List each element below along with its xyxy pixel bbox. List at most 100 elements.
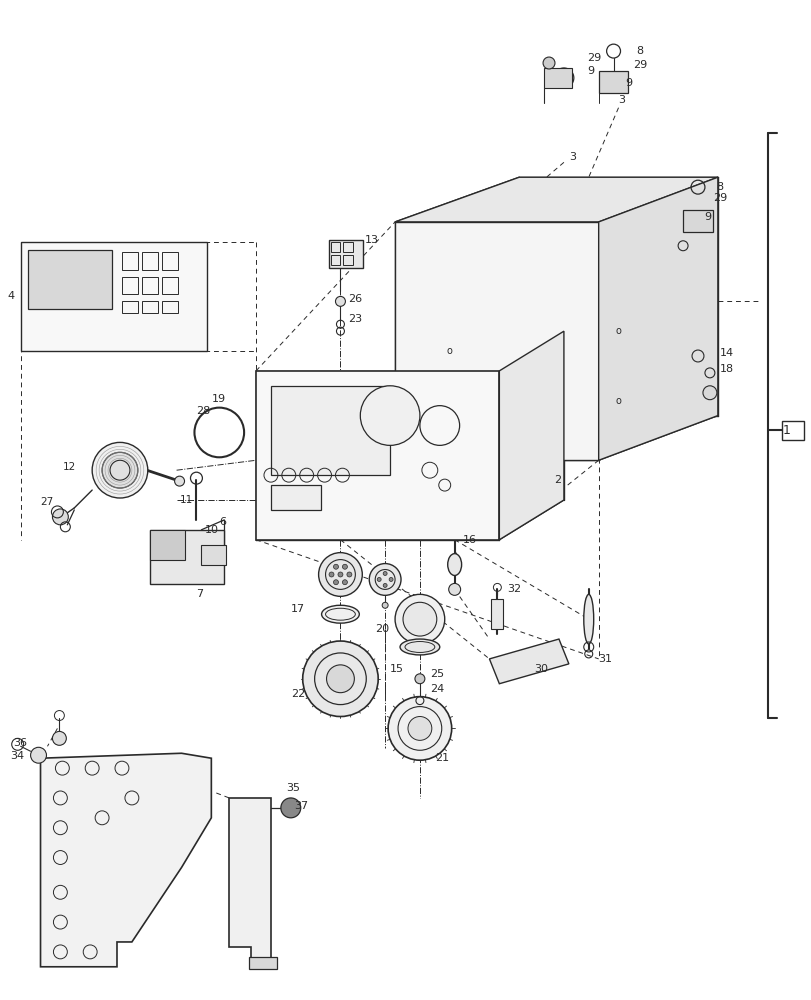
Text: 9: 9	[703, 212, 710, 222]
Text: 8: 8	[715, 182, 722, 192]
Polygon shape	[41, 753, 211, 967]
Text: 22: 22	[290, 689, 305, 699]
Circle shape	[337, 572, 342, 577]
Circle shape	[102, 452, 138, 488]
Text: 13: 13	[365, 235, 379, 245]
Text: o: o	[446, 406, 452, 416]
Circle shape	[53, 509, 68, 525]
Bar	[249, 957, 277, 969]
Circle shape	[395, 594, 444, 644]
Bar	[149, 530, 184, 560]
Text: 4: 4	[8, 291, 15, 301]
Text: 9: 9	[586, 66, 593, 76]
Circle shape	[414, 674, 424, 684]
Text: 26: 26	[348, 294, 362, 304]
Circle shape	[281, 798, 300, 818]
Circle shape	[407, 717, 431, 740]
Text: 10: 10	[204, 525, 218, 535]
Text: 1: 1	[782, 424, 789, 437]
Circle shape	[543, 57, 554, 69]
Ellipse shape	[583, 594, 593, 644]
Circle shape	[326, 665, 354, 693]
Bar	[682, 210, 712, 232]
Bar	[598, 71, 628, 93]
Text: 29: 29	[712, 193, 726, 203]
Bar	[543, 68, 571, 88]
Bar	[255, 371, 499, 540]
Polygon shape	[489, 639, 569, 684]
Text: o: o	[615, 396, 620, 406]
Bar	[201, 545, 226, 565]
Text: 2: 2	[553, 475, 560, 485]
Circle shape	[333, 580, 338, 585]
Circle shape	[388, 697, 451, 760]
Polygon shape	[598, 177, 717, 460]
Ellipse shape	[400, 639, 440, 655]
Ellipse shape	[321, 605, 359, 623]
Bar	[782, 421, 803, 440]
Bar	[122, 252, 138, 270]
Bar	[343, 255, 353, 265]
Text: 29: 29	[586, 53, 600, 63]
Text: 28: 28	[196, 406, 210, 416]
Text: 35: 35	[285, 783, 299, 793]
Circle shape	[318, 553, 362, 596]
Text: 30: 30	[534, 664, 547, 674]
Bar	[122, 301, 138, 313]
Circle shape	[702, 386, 716, 400]
Circle shape	[382, 602, 388, 608]
Bar	[330, 242, 340, 252]
Polygon shape	[229, 798, 271, 967]
Text: 34: 34	[11, 751, 24, 761]
Bar	[271, 386, 389, 475]
Circle shape	[369, 564, 401, 595]
Bar	[149, 530, 224, 584]
Bar	[161, 252, 178, 270]
Polygon shape	[499, 331, 563, 540]
Bar	[122, 277, 138, 294]
Circle shape	[402, 602, 436, 636]
Text: 11: 11	[179, 495, 192, 505]
Text: 16: 16	[462, 535, 476, 545]
Text: 24: 24	[429, 684, 444, 694]
Text: 6: 6	[219, 517, 226, 527]
Bar	[343, 242, 353, 252]
Text: 3: 3	[569, 152, 575, 162]
Text: 23: 23	[348, 314, 362, 324]
Text: 31: 31	[598, 654, 612, 664]
Circle shape	[31, 747, 46, 763]
Text: 18: 18	[719, 364, 733, 374]
Circle shape	[360, 386, 419, 445]
Bar	[330, 255, 340, 265]
Circle shape	[342, 564, 347, 569]
Bar	[142, 277, 157, 294]
Text: 7: 7	[196, 589, 204, 599]
Bar	[28, 250, 112, 309]
Circle shape	[328, 572, 333, 577]
Polygon shape	[395, 222, 598, 460]
Bar	[142, 252, 157, 270]
Text: 37: 37	[294, 801, 307, 811]
Text: 15: 15	[389, 664, 404, 674]
Ellipse shape	[447, 554, 461, 575]
Circle shape	[383, 583, 387, 587]
Text: 8: 8	[636, 46, 643, 56]
Circle shape	[388, 577, 393, 581]
Bar	[328, 240, 363, 268]
Text: 27: 27	[41, 497, 54, 507]
Text: 14: 14	[719, 348, 733, 358]
Text: 17: 17	[290, 604, 305, 614]
Circle shape	[377, 577, 380, 581]
Text: 19: 19	[211, 394, 225, 404]
Text: 29: 29	[633, 60, 647, 70]
Text: 32: 32	[507, 584, 521, 594]
Circle shape	[303, 641, 378, 717]
Bar	[161, 301, 178, 313]
Circle shape	[448, 583, 460, 595]
Text: 12: 12	[62, 462, 75, 472]
Circle shape	[335, 296, 345, 306]
Text: 3: 3	[618, 95, 624, 105]
Circle shape	[333, 564, 338, 569]
Circle shape	[342, 580, 347, 585]
Circle shape	[553, 68, 573, 88]
